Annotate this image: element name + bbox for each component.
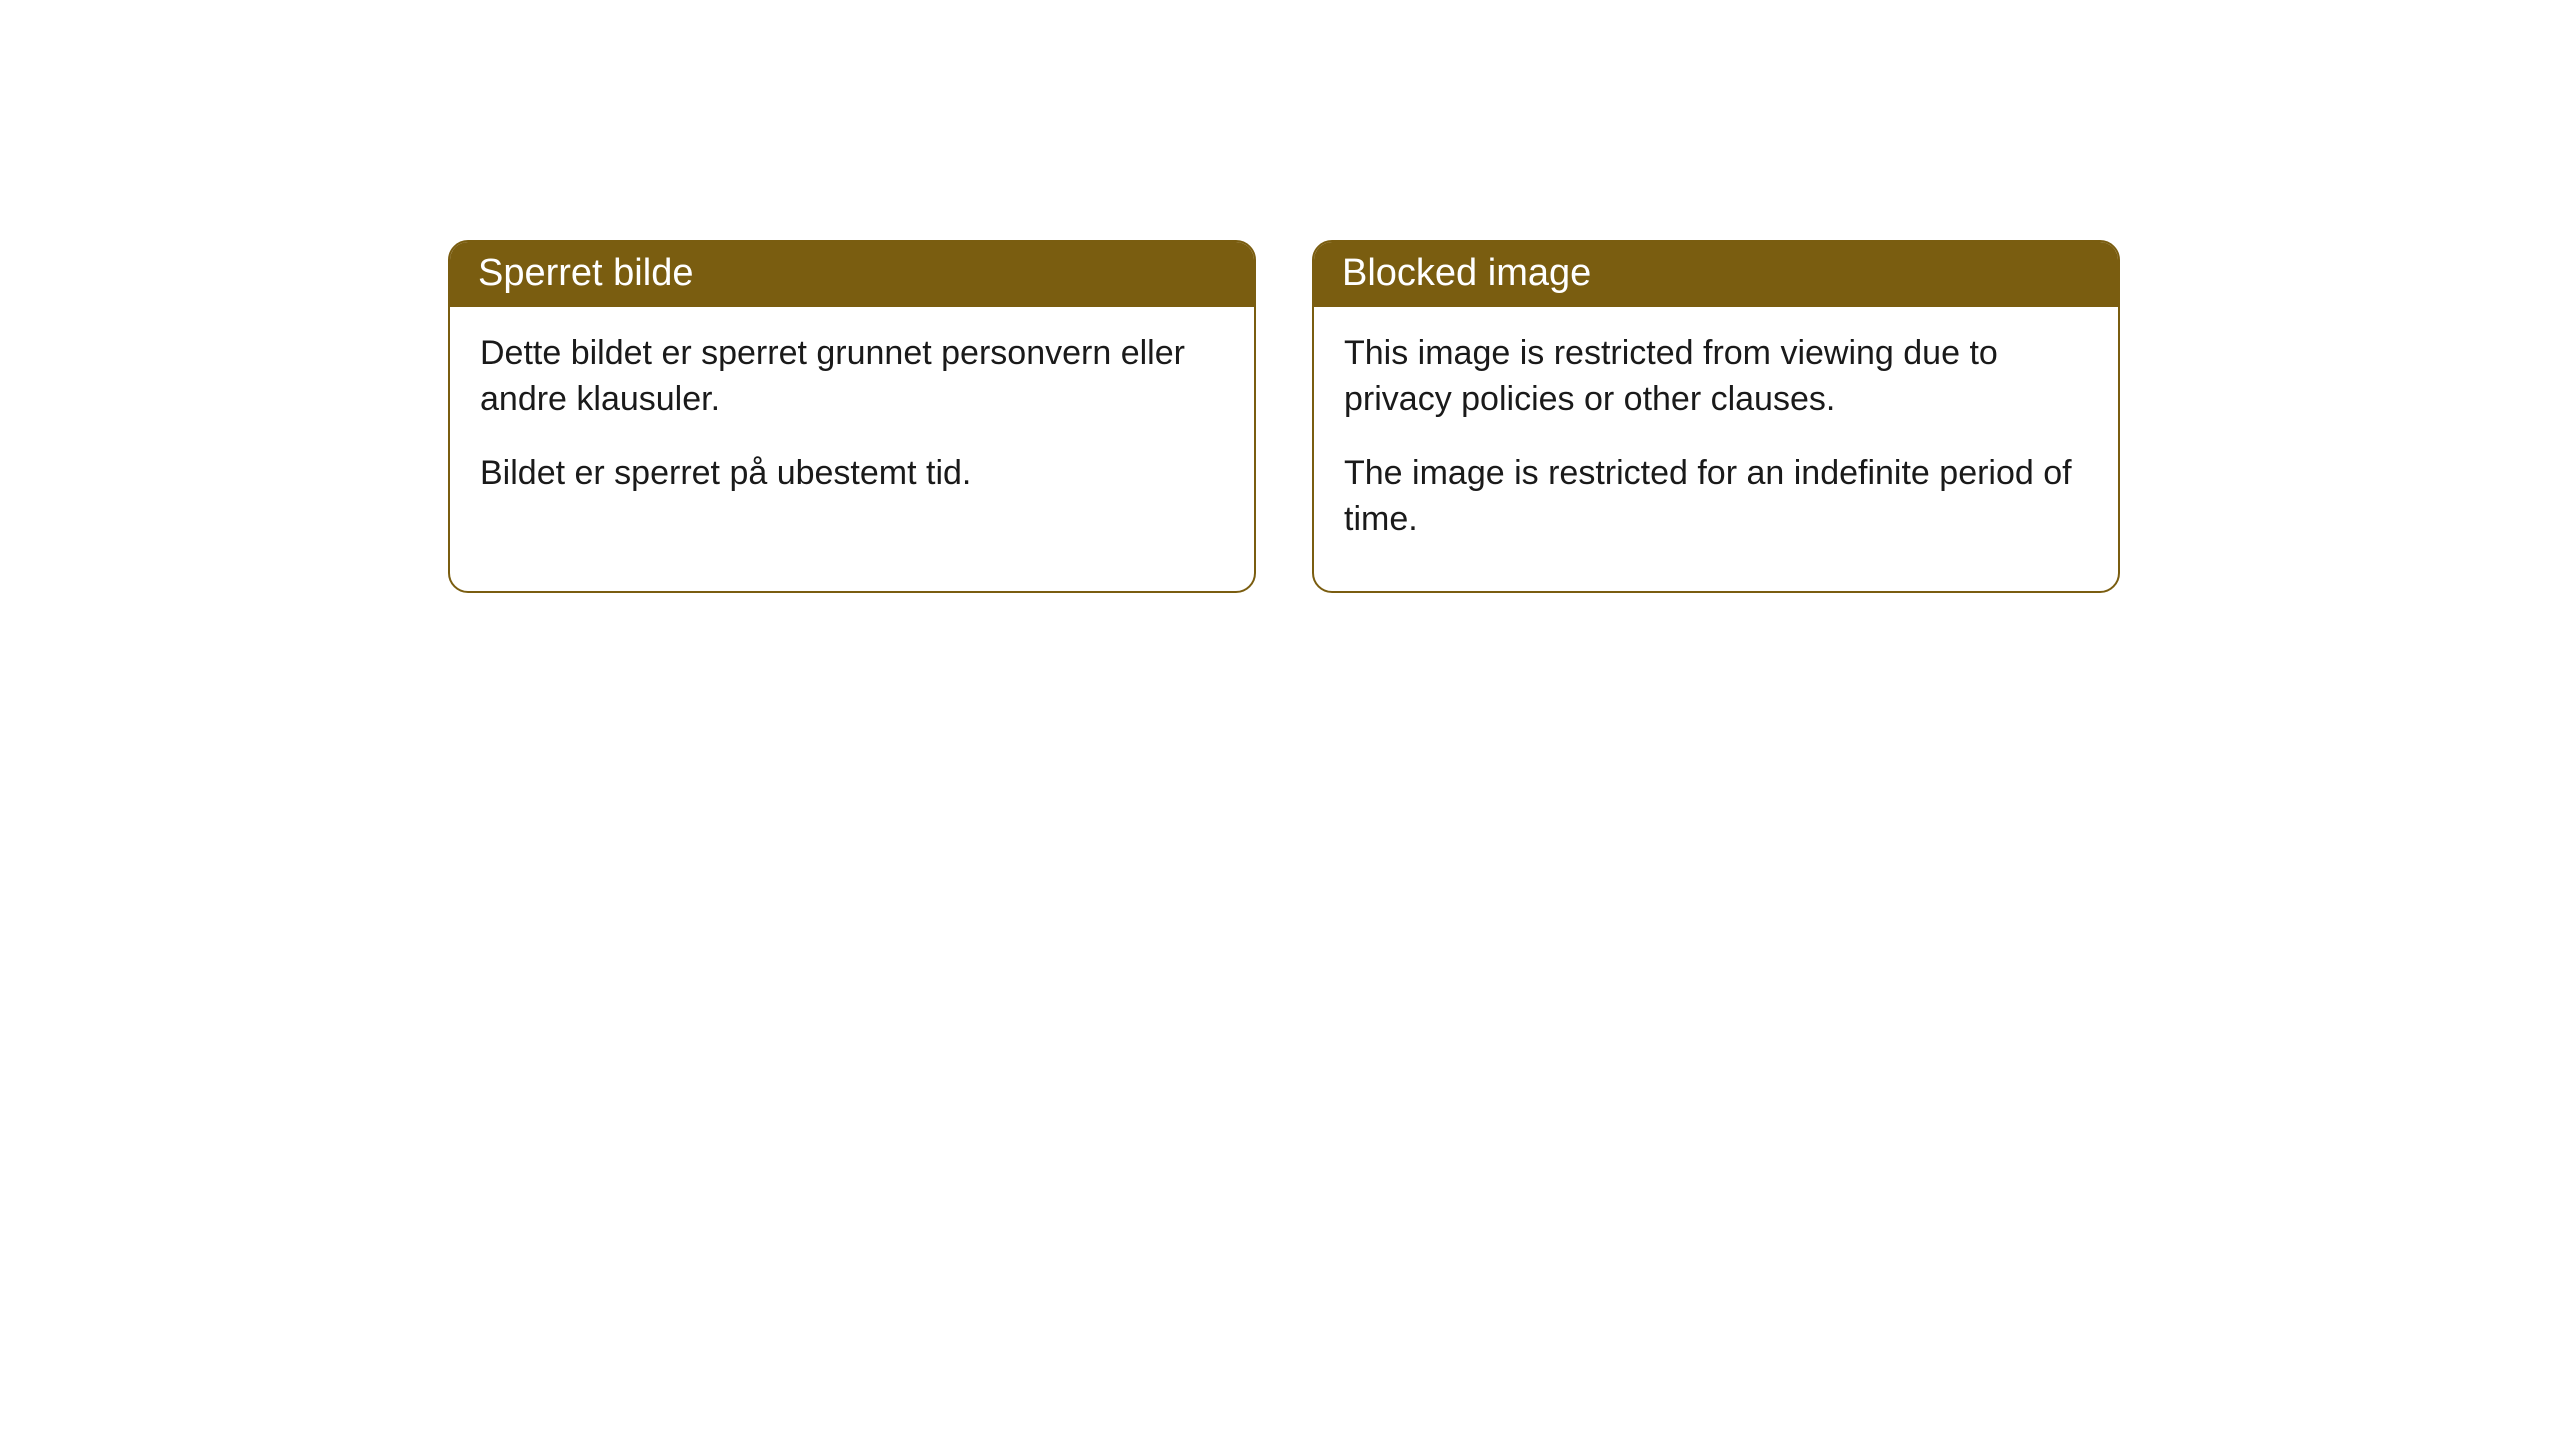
blocked-image-card-english: Blocked image This image is restricted f… — [1312, 240, 2120, 593]
card-header: Sperret bilde — [450, 242, 1254, 307]
card-paragraph-2: The image is restricted for an indefinit… — [1344, 451, 2088, 543]
notice-container: Sperret bilde Dette bildet er sperret gr… — [0, 0, 2560, 593]
card-header: Blocked image — [1314, 242, 2118, 307]
blocked-image-card-norwegian: Sperret bilde Dette bildet er sperret gr… — [448, 240, 1256, 593]
card-body: This image is restricted from viewing du… — [1314, 307, 2118, 591]
card-paragraph-1: This image is restricted from viewing du… — [1344, 331, 2088, 423]
card-body: Dette bildet er sperret grunnet personve… — [450, 307, 1254, 545]
card-paragraph-1: Dette bildet er sperret grunnet personve… — [480, 331, 1224, 423]
card-paragraph-2: Bildet er sperret på ubestemt tid. — [480, 451, 1224, 497]
card-title: Sperret bilde — [478, 252, 693, 294]
card-title: Blocked image — [1342, 252, 1591, 294]
